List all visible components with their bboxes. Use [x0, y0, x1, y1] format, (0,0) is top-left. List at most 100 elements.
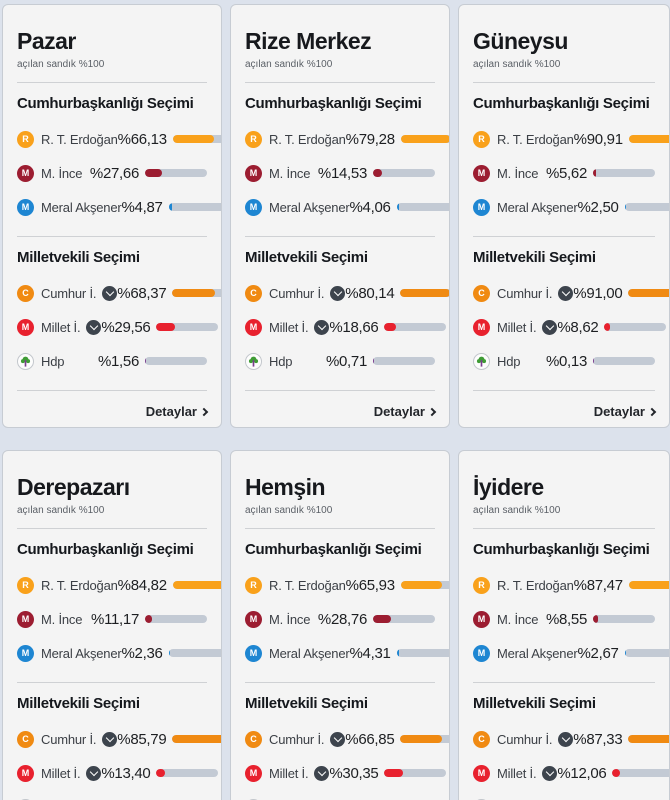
percentage-value: %1,59 [326, 799, 367, 800]
ballot-open-status: açılan sandık %100 [17, 59, 105, 71]
result-bar [628, 135, 669, 144]
result-value-group: %65,93 [346, 577, 449, 594]
result-bar [384, 323, 447, 332]
candidate-name: M. İnce [269, 611, 311, 627]
detaylar-label: Detaylar [373, 404, 425, 420]
detaylar-label: Detaylar [593, 404, 645, 420]
party-badge-icon: C [245, 284, 262, 302]
party-name: Millet İ. [497, 765, 537, 781]
result-bar [604, 323, 667, 332]
result-bar [172, 735, 221, 744]
party-badge-icon: M [17, 318, 34, 336]
candidate-name: M. İnce [41, 611, 83, 627]
chevron-down-icon[interactable] [542, 765, 558, 781]
chevron-down-icon[interactable] [330, 731, 346, 747]
chevron-down-icon[interactable] [102, 731, 118, 747]
result-value-group: %0,13 [546, 353, 655, 370]
divider [17, 682, 207, 684]
party-result-row: C Cumhur İ. %66,85 [245, 722, 449, 756]
district-card: Hemşin açılan sandık %100 Cumhurbaşkanlı… [230, 450, 450, 800]
detaylar-link[interactable]: Detaylar [373, 404, 437, 420]
chevron-down-icon[interactable] [102, 285, 118, 301]
divider [473, 82, 655, 84]
presidential-heading: Cumhurbaşkanlığı Seçimi [245, 95, 422, 113]
candidate-name: M. İnce [497, 165, 539, 181]
party-result-row: C Cumhur İ. %68,37 [17, 276, 221, 310]
chevron-down-icon[interactable] [330, 285, 346, 301]
percentage-value: %11,17 [91, 610, 139, 628]
district-card: Güneysu açılan sandık %100 Cumhurbaşkanl… [458, 4, 670, 428]
candidate-result-row: M M. İnce %8,55 [473, 602, 655, 636]
presidential-heading: Cumhurbaşkanlığı Seçimi [17, 95, 194, 113]
result-bar [373, 169, 435, 178]
party-result-row: M Millet İ. %29,56 [17, 310, 219, 344]
percentage-value: %0,12 [546, 799, 587, 800]
party-result-row: Hdp%1,59 [245, 790, 435, 800]
party-result-row: M Millet İ. %18,66 [245, 310, 447, 344]
party-result-row: C Cumhur İ. %91,00 [473, 276, 669, 310]
percentage-value: %84,82 [117, 576, 167, 594]
divider [17, 236, 207, 238]
parliamentary-results: C Cumhur İ. %91,00 M Millet İ. %8,62 Hdp %0,13 [473, 276, 669, 378]
result-bar-fill [172, 581, 221, 590]
percentage-value: %2,36 [121, 644, 163, 662]
divider [473, 528, 655, 530]
result-value-group: %91,00 [573, 285, 669, 302]
parliamentary-heading: Milletvekili Seçimi [17, 695, 140, 713]
divider [245, 236, 435, 238]
percentage-value: %27,66 [89, 164, 139, 182]
party-name: Hdp [41, 353, 65, 369]
candidate-badge-icon: M [473, 198, 490, 216]
percentage-value: %87,33 [573, 730, 623, 748]
candidate-name: Meral Akşener [269, 645, 350, 661]
candidate-result-row: M M. İnce %14,53 [245, 156, 435, 190]
percentage-value: %13,40 [101, 764, 151, 782]
candidate-result-row: R R. T. Erdoğan %87,47 [473, 568, 669, 602]
candidate-result-row: M Meral Akşener %4,87 [17, 190, 221, 224]
detaylar-link[interactable]: Detaylar [146, 404, 209, 419]
hdp-logo-icon [17, 352, 34, 370]
party-badge-icon: M [245, 764, 262, 782]
chevron-down-icon[interactable] [558, 285, 574, 301]
candidate-badge-icon: M [245, 198, 262, 216]
percentage-value: %66,85 [345, 730, 395, 748]
candidate-badge-icon: R [473, 576, 490, 594]
party-badge-icon: C [17, 284, 34, 302]
result-bar [145, 169, 207, 178]
percentage-value: %12,06 [557, 764, 607, 782]
result-value-group: %66,85 [345, 730, 449, 748]
divider [245, 390, 435, 392]
candidate-name: Meral Akşener [41, 645, 122, 661]
party-name: Millet İ. [269, 765, 309, 781]
chevron-down-icon[interactable] [86, 319, 102, 335]
result-bar-fill [145, 169, 163, 178]
chevron-down-icon[interactable] [542, 319, 558, 335]
result-value-group: %4,06 [349, 198, 449, 216]
result-value-group: %11,17 [91, 611, 207, 628]
result-bar-fill [604, 323, 610, 332]
result-bar-fill [593, 169, 597, 178]
result-value-group: %4,87 [122, 199, 221, 216]
party-result-row: C Cumhur İ. %87,33 [473, 722, 669, 756]
chevron-down-icon[interactable] [558, 731, 574, 747]
presidential-results: R R. T. Erdoğan %65,93 M M. İnce %28,76 M Meral… [245, 568, 449, 670]
percentage-value: %4,06 [349, 198, 391, 216]
chevron-down-icon[interactable] [314, 319, 330, 335]
chevron-down-icon[interactable] [86, 765, 102, 781]
percentage-value: %0,71 [325, 352, 367, 370]
result-value-group: %14,53 [318, 165, 435, 182]
result-bar [172, 581, 221, 590]
candidate-name: R. T. Erdoğan [269, 131, 346, 147]
candidate-name: R. T. Erdoğan [269, 577, 346, 593]
detaylar-link[interactable]: Detaylar [593, 404, 657, 420]
result-value-group: %27,66 [90, 165, 207, 182]
chevron-down-icon[interactable] [314, 765, 330, 781]
result-bar [145, 357, 207, 366]
party-name: Cumhur İ. [41, 731, 97, 747]
percentage-value: %80,14 [345, 284, 395, 302]
result-bar [145, 615, 207, 624]
result-bar-fill [624, 649, 627, 658]
hdp-logo-icon [473, 352, 490, 370]
result-bar [373, 615, 435, 624]
detail-link-row: Detaylar [17, 403, 209, 421]
